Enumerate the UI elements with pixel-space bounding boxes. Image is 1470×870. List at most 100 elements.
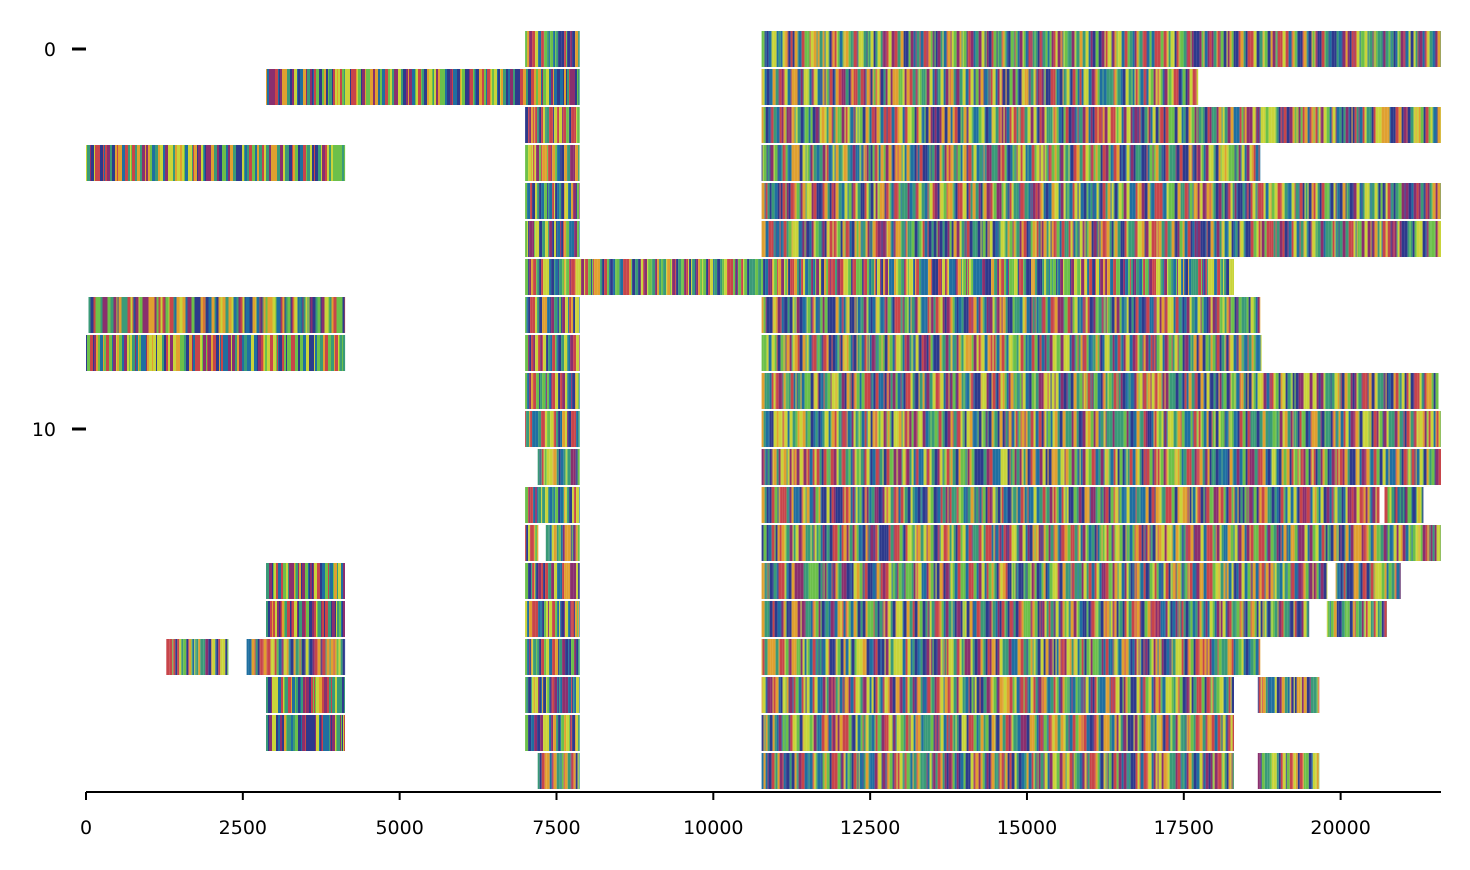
heatmap-cell	[942, 297, 945, 333]
heatmap-cell	[1087, 297, 1090, 333]
heatmap-cell	[1056, 335, 1060, 371]
heatmap-cell	[486, 69, 487, 105]
heatmap-cell	[1263, 183, 1266, 219]
heatmap-cell	[813, 31, 817, 67]
heatmap-cell	[678, 259, 682, 295]
heatmap-cell	[956, 31, 960, 67]
heatmap-cell	[527, 297, 529, 333]
heatmap-cell	[1240, 487, 1243, 523]
heatmap-cell	[1415, 31, 1418, 67]
heatmap-cell	[854, 487, 856, 523]
heatmap-cell	[901, 145, 903, 181]
heatmap-cell	[1080, 297, 1083, 333]
heatmap-cell	[568, 411, 572, 447]
heatmap-cell	[274, 145, 277, 181]
heatmap-cell	[1231, 373, 1235, 409]
heatmap-cell	[1047, 373, 1049, 409]
heatmap-cell	[1162, 335, 1165, 371]
heatmap-cell	[1395, 449, 1397, 485]
heatmap-cell	[894, 335, 896, 371]
heatmap-cell	[708, 259, 711, 295]
heatmap-cell	[1046, 335, 1050, 371]
heatmap-cell	[550, 297, 552, 333]
heatmap-cell	[790, 69, 792, 105]
heatmap-cell	[560, 449, 564, 485]
heatmap-cell	[1090, 107, 1093, 143]
heatmap-cell	[574, 221, 578, 257]
heatmap-cell	[1168, 373, 1170, 409]
heatmap-cell	[1233, 335, 1237, 371]
heatmap-cell	[787, 373, 789, 409]
heatmap-cell	[810, 297, 812, 333]
heatmap-cell	[1136, 487, 1140, 523]
heatmap-cell	[1187, 183, 1189, 219]
heatmap-cell	[541, 411, 545, 447]
heatmap-cell	[1129, 145, 1131, 181]
heatmap-cell	[1246, 297, 1249, 333]
heatmap-cell	[952, 373, 956, 409]
heatmap-cell	[1401, 373, 1405, 409]
heatmap-cell	[955, 183, 958, 219]
heatmap-cell	[1113, 221, 1115, 257]
heatmap-cell	[809, 31, 811, 67]
heatmap-cell	[968, 145, 972, 181]
heatmap-cell	[563, 107, 567, 143]
heatmap-cell	[862, 107, 866, 143]
heatmap-cell	[794, 69, 798, 105]
heatmap-cell	[1071, 107, 1075, 143]
heatmap-cell	[1241, 145, 1245, 181]
heatmap-cell	[863, 449, 865, 485]
heatmap-cell	[786, 107, 789, 143]
heatmap-cell	[970, 373, 972, 409]
heatmap-cell	[1218, 449, 1222, 485]
heatmap-cell	[1050, 297, 1054, 333]
heatmap-cell	[952, 297, 955, 333]
heatmap-cell	[1010, 31, 1014, 67]
heatmap-cell	[338, 69, 340, 105]
heatmap-cell	[901, 221, 905, 257]
heatmap-cell	[861, 525, 863, 561]
heatmap-cell	[1146, 145, 1148, 181]
heatmap-cell	[857, 145, 860, 181]
heatmap-cell	[1200, 411, 1202, 447]
heatmap-cell	[951, 221, 954, 257]
heatmap-cell	[1312, 373, 1316, 409]
heatmap-cell	[323, 335, 325, 371]
heatmap-cell	[1386, 411, 1389, 447]
heatmap-cell	[539, 221, 543, 257]
heatmap-cell	[280, 145, 283, 181]
heatmap-cell	[1407, 107, 1411, 143]
heatmap-cell	[1436, 411, 1439, 447]
heatmap-cell	[564, 259, 566, 295]
heatmap-cell	[1355, 449, 1358, 485]
heatmap-cell	[1362, 411, 1365, 447]
heatmap-cell	[1369, 487, 1371, 523]
heatmap-cell	[1416, 183, 1419, 219]
heatmap-cell	[1425, 221, 1427, 257]
heatmap-cell	[772, 449, 774, 485]
heatmap-cell	[844, 335, 847, 371]
heatmap-cell	[1298, 107, 1301, 143]
heatmap-cell	[935, 259, 939, 295]
heatmap-cell	[548, 487, 550, 523]
heatmap-cell	[827, 221, 830, 257]
heatmap-cell	[549, 525, 552, 561]
heatmap-cell	[1335, 107, 1337, 143]
heatmap-cell	[557, 145, 561, 181]
heatmap-cell	[766, 373, 770, 409]
heatmap-cell	[840, 221, 843, 257]
heatmap-cell	[1200, 487, 1204, 523]
heatmap-cell	[532, 487, 534, 523]
heatmap-cell	[1095, 259, 1097, 295]
heatmap-cell	[560, 487, 564, 523]
heatmap-cell	[684, 259, 687, 295]
heatmap-cell	[961, 259, 963, 295]
heatmap-cell	[971, 107, 973, 143]
heatmap-cell	[343, 335, 346, 371]
heatmap-cell	[1428, 411, 1431, 447]
heatmap-cell	[959, 69, 963, 105]
heatmap-cell	[768, 31, 772, 67]
heatmap-cell	[1265, 107, 1269, 143]
heatmap-cell	[829, 69, 833, 105]
heatmap-cell	[1375, 31, 1378, 67]
